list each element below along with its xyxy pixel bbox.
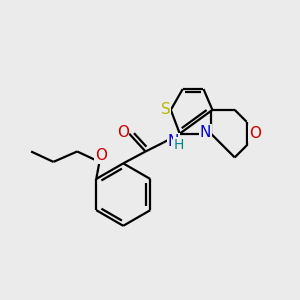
Text: N: N	[167, 134, 179, 148]
Text: O: O	[249, 126, 261, 141]
Text: O: O	[117, 125, 129, 140]
Text: S: S	[160, 102, 170, 117]
Text: O: O	[95, 148, 107, 163]
Text: H: H	[174, 138, 184, 152]
Text: N: N	[200, 125, 211, 140]
